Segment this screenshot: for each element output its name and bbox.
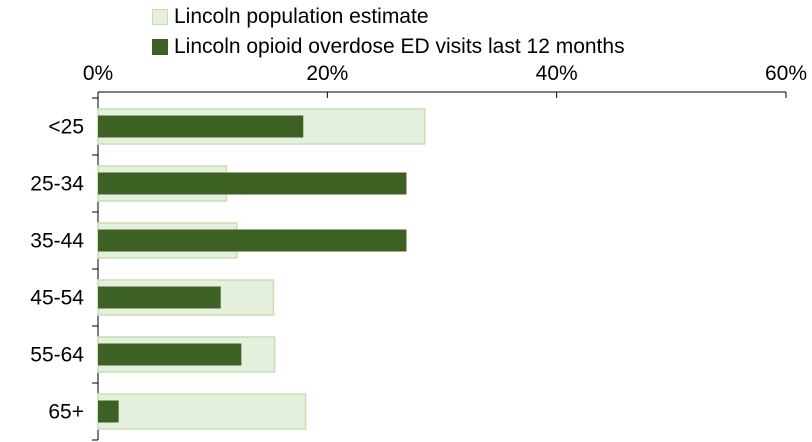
legend-label-population: Lincoln population estimate xyxy=(174,5,429,28)
legend-item-ed-visits: Lincoln opioid overdose ED visits last 1… xyxy=(152,32,625,62)
bar-ed-visits xyxy=(98,286,221,309)
bar-ed-visits xyxy=(98,115,304,138)
bar-population xyxy=(97,393,307,430)
legend: Lincoln population estimate Lincoln opio… xyxy=(152,2,625,62)
category-label: 45-54 xyxy=(30,287,84,310)
x-tick-label: 0% xyxy=(83,62,113,85)
category-label: 25-34 xyxy=(30,173,84,196)
legend-swatch-ed-visits xyxy=(152,39,168,55)
legend-item-population: Lincoln population estimate xyxy=(152,2,625,32)
category-label: 55-64 xyxy=(30,344,84,367)
category-label: 65+ xyxy=(48,401,84,424)
category-label: 35-44 xyxy=(30,230,84,253)
legend-swatch-population xyxy=(152,9,168,25)
bar-ed-visits xyxy=(98,400,119,423)
bar-ed-visits xyxy=(98,343,242,366)
bar-ed-visits xyxy=(98,172,407,195)
x-tick-label: 60% xyxy=(765,62,807,85)
bar-ed-visits xyxy=(98,229,407,252)
x-tick-label: 20% xyxy=(306,62,348,85)
category-label: <25 xyxy=(48,116,84,139)
legend-label-ed-visits: Lincoln opioid overdose ED visits last 1… xyxy=(174,35,625,58)
x-tick-label: 40% xyxy=(536,62,578,85)
